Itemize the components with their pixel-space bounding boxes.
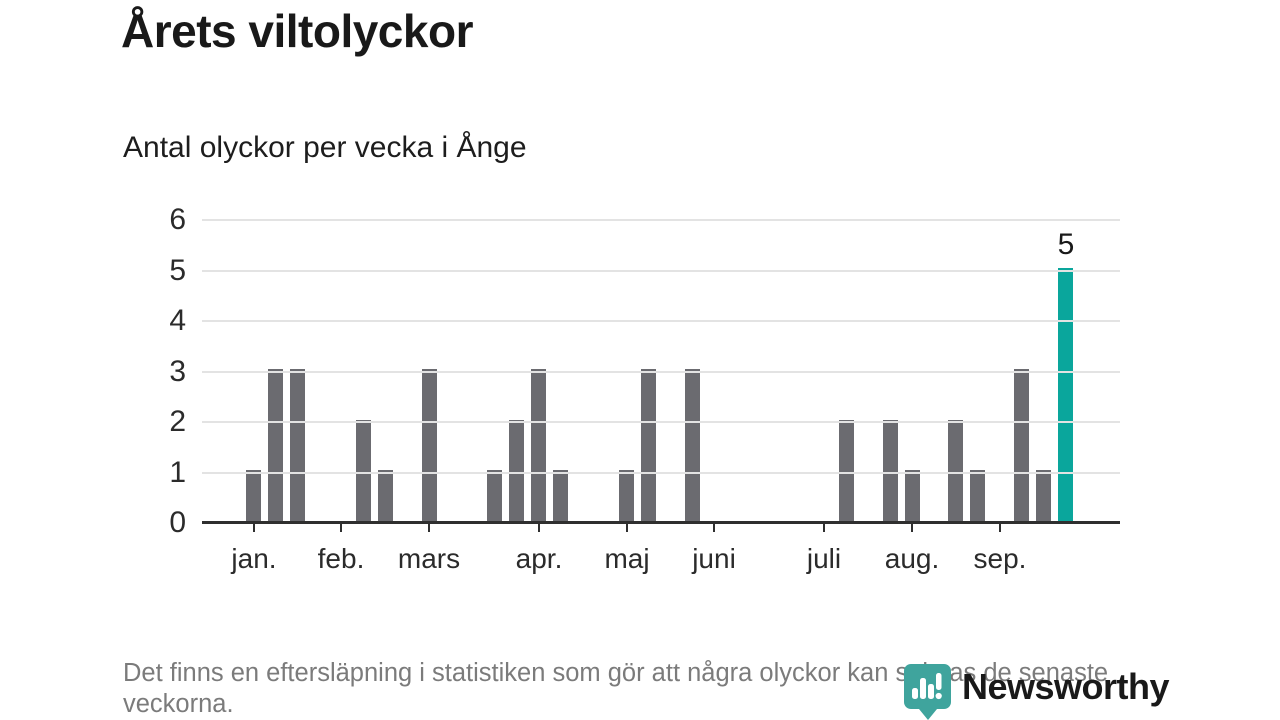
- gridline-5: [202, 269, 1120, 272]
- bar-week-18: [619, 470, 634, 521]
- y-axis-label-0: 0: [169, 506, 186, 539]
- x-tick-mars: [428, 524, 430, 532]
- bar-week-34: [970, 470, 985, 521]
- y-axis-label-1: 1: [169, 455, 186, 489]
- bar-week-9: [422, 369, 437, 521]
- x-tick-label-feb: feb.: [317, 543, 365, 574]
- x-tick-apr: [538, 524, 540, 532]
- x-tick-aug: [911, 524, 913, 532]
- gridline-4: [202, 320, 1120, 322]
- bar-week-7: [378, 470, 393, 521]
- y-axis-label-2: 2: [169, 405, 186, 438]
- bar-week-3: [290, 369, 305, 521]
- bar-week-13: [509, 420, 524, 521]
- gridline-1: [202, 471, 1120, 474]
- highlight-value-label: 5: [1057, 228, 1075, 261]
- chart-title: Årets viltolyckor: [121, 5, 473, 57]
- newsworthy-logo-text: Newsworthy: [962, 666, 1170, 707]
- bar-week-14: [531, 369, 546, 521]
- bar-week-1: [246, 470, 261, 521]
- x-axis-line: [202, 521, 1120, 524]
- bar-week-33: [948, 420, 963, 521]
- x-tick-juli: [823, 524, 825, 532]
- x-tick-sep: [999, 524, 1001, 532]
- bar-week-12: [487, 470, 502, 521]
- bar-week-19: [641, 369, 656, 521]
- bar-week-2: [268, 369, 283, 521]
- chart-subtitle: Antal olyckor per vecka i Ånge: [123, 131, 527, 164]
- x-tick-jan: [253, 524, 255, 532]
- x-tick-label-jan: jan.: [231, 543, 277, 574]
- bar-week-36: [1014, 369, 1029, 521]
- x-tick-label-apr: apr.: [515, 543, 563, 574]
- y-axis-label-5: 5: [169, 253, 186, 287]
- y-axis-label-6: 6: [169, 203, 186, 236]
- y-axis-label-4: 4: [169, 304, 186, 337]
- bar-week-31: [905, 470, 920, 521]
- bar-week-28: [839, 420, 854, 521]
- x-tick-maj: [626, 524, 628, 532]
- x-tick-feb: [340, 524, 342, 532]
- gridline-3: [202, 370, 1120, 373]
- bar-week-37: [1036, 470, 1051, 521]
- x-tick-label-aug: aug.: [884, 543, 940, 574]
- x-tick-label-sep: sep.: [973, 543, 1027, 574]
- bar-week-15: [553, 470, 568, 521]
- newsworthy-logo-icon: [904, 664, 951, 720]
- x-tick-label-juni: juni: [692, 543, 736, 574]
- x-tick-label-juli: juli: [806, 543, 842, 574]
- bar-week-38-highlight: [1058, 268, 1073, 521]
- x-tick-label-maj: maj: [604, 543, 650, 574]
- x-tick-label-mars: mars: [397, 543, 461, 574]
- gridline-2: [202, 421, 1120, 423]
- gridline-6: [202, 219, 1120, 221]
- x-tick-juni: [713, 524, 715, 532]
- bar-week-21: [685, 369, 700, 521]
- y-axis-label-3: 3: [169, 354, 186, 388]
- bar-week-6: [356, 420, 371, 521]
- bar-week-30: [883, 420, 898, 521]
- newsworthy-logo: Newsworthy: [903, 663, 1170, 720]
